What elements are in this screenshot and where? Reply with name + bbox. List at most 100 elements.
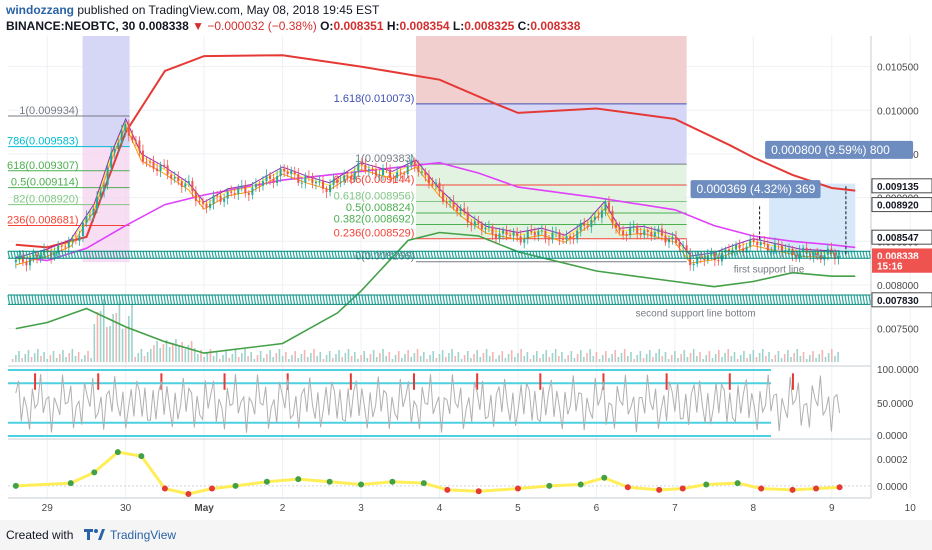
volume-bar (178, 346, 180, 362)
support-band-lower (793, 294, 797, 305)
osc-dot (326, 478, 333, 485)
candle-body (149, 161, 152, 163)
support-band-lower (832, 294, 836, 305)
candle-body (117, 142, 120, 149)
candle-body (103, 184, 106, 192)
candle-body (445, 201, 448, 203)
fib-left-label: 236(0.008681) (7, 214, 79, 226)
volume-bar (344, 353, 347, 362)
candle-body (403, 173, 406, 175)
support-band-lower (247, 294, 251, 305)
candle-body (360, 162, 363, 166)
volume-bar (171, 343, 174, 362)
tradingview-brand[interactable]: TradingView (110, 528, 177, 542)
support-band-lower (517, 294, 521, 305)
author-link[interactable]: windozzang (6, 3, 74, 17)
support-band-upper (19, 251, 23, 259)
candle-body (396, 172, 399, 178)
candle-body (283, 168, 286, 172)
support-band-lower (202, 294, 206, 305)
support-band-upper (196, 251, 200, 259)
support-band-upper (268, 251, 272, 259)
candle-body (752, 239, 755, 242)
volume-bar (319, 352, 322, 362)
support-band-lower (598, 294, 602, 305)
candle-body (399, 172, 402, 174)
volume-bar (278, 349, 281, 362)
support-band-upper (544, 251, 548, 259)
support-band-upper (313, 251, 317, 259)
support-band-lower (427, 294, 431, 305)
support-band-upper (427, 251, 431, 259)
fib-left-label: 82(0.008920) (13, 194, 78, 206)
osc-dot (789, 486, 796, 493)
candle-body (113, 148, 116, 153)
support-band-lower (370, 294, 374, 305)
support-band-upper (493, 251, 497, 259)
symbol-label[interactable]: BINANCE:NEOBTC, 30 (6, 19, 136, 33)
candle-body (297, 174, 300, 183)
support-band-upper (475, 251, 479, 259)
candle-body (99, 191, 102, 197)
candle-body (251, 187, 254, 195)
volume-bar (579, 350, 582, 362)
support-band-upper (223, 251, 227, 259)
candle-body (420, 171, 423, 173)
support-band-upper (478, 251, 482, 259)
candle-body (184, 183, 187, 187)
support-band-upper (262, 251, 266, 259)
support-band-lower (562, 294, 566, 305)
support-band-upper (364, 251, 368, 259)
high-value: 0.008354 (399, 19, 450, 33)
volume-bar (156, 341, 158, 362)
time-tick: May (194, 503, 214, 514)
price-chart[interactable]: 1(0.009934) 786(0.009583) 618(0.009307) 0.5… (0, 36, 932, 520)
candle-body (720, 253, 723, 262)
support-band-lower (631, 294, 635, 305)
support-band-upper (868, 251, 872, 259)
support-band-lower (418, 294, 422, 305)
support-band-upper (526, 251, 530, 259)
support-band-lower (310, 294, 314, 305)
candle-body (452, 201, 455, 208)
support-band-upper (748, 251, 752, 259)
support-band-lower (829, 294, 833, 305)
time-axis[interactable]: 29 30 May 2 3 4 5 6 7 8 9 10 (42, 503, 917, 514)
support-band-lower (559, 294, 563, 305)
support-band-lower (778, 294, 782, 305)
measure-label-large: 0.000800 (9.59%) 800 (771, 143, 890, 157)
support-band-lower (55, 294, 59, 305)
volume-bar (121, 329, 124, 362)
support-band-upper (424, 251, 428, 259)
tradingview-logo-icon[interactable] (82, 526, 106, 542)
price-axis[interactable]: 0.0105000.0100000.0095000.0090000.008500… (870, 36, 932, 498)
support-band-upper (421, 251, 425, 259)
volume-bar (529, 359, 532, 362)
support-band-upper (577, 251, 581, 259)
candle-body (343, 175, 346, 182)
volume-bar (40, 356, 42, 362)
support-band-lower (496, 294, 500, 305)
candle-body (417, 165, 420, 172)
candle-body (593, 216, 596, 220)
price-tag (871, 197, 932, 213)
support-band-upper (328, 251, 332, 259)
support-band-lower (346, 294, 350, 305)
volume-bar (212, 356, 215, 362)
candle-body (798, 250, 801, 258)
support-band-upper (607, 251, 611, 259)
support-band-upper (382, 251, 386, 259)
candle-body (258, 184, 261, 186)
osc-signal (15, 450, 840, 496)
candle-body (173, 176, 176, 179)
volume-bar (165, 340, 168, 362)
support-band-lower (643, 294, 647, 305)
volume-bar (805, 359, 808, 362)
support-band-lower (796, 294, 800, 305)
support-band-lower (739, 294, 743, 305)
support-band-upper (517, 251, 521, 259)
support-band-upper (241, 251, 245, 259)
support-band-lower (688, 294, 692, 305)
support-band-upper (520, 251, 524, 259)
support-band-upper (676, 251, 680, 259)
